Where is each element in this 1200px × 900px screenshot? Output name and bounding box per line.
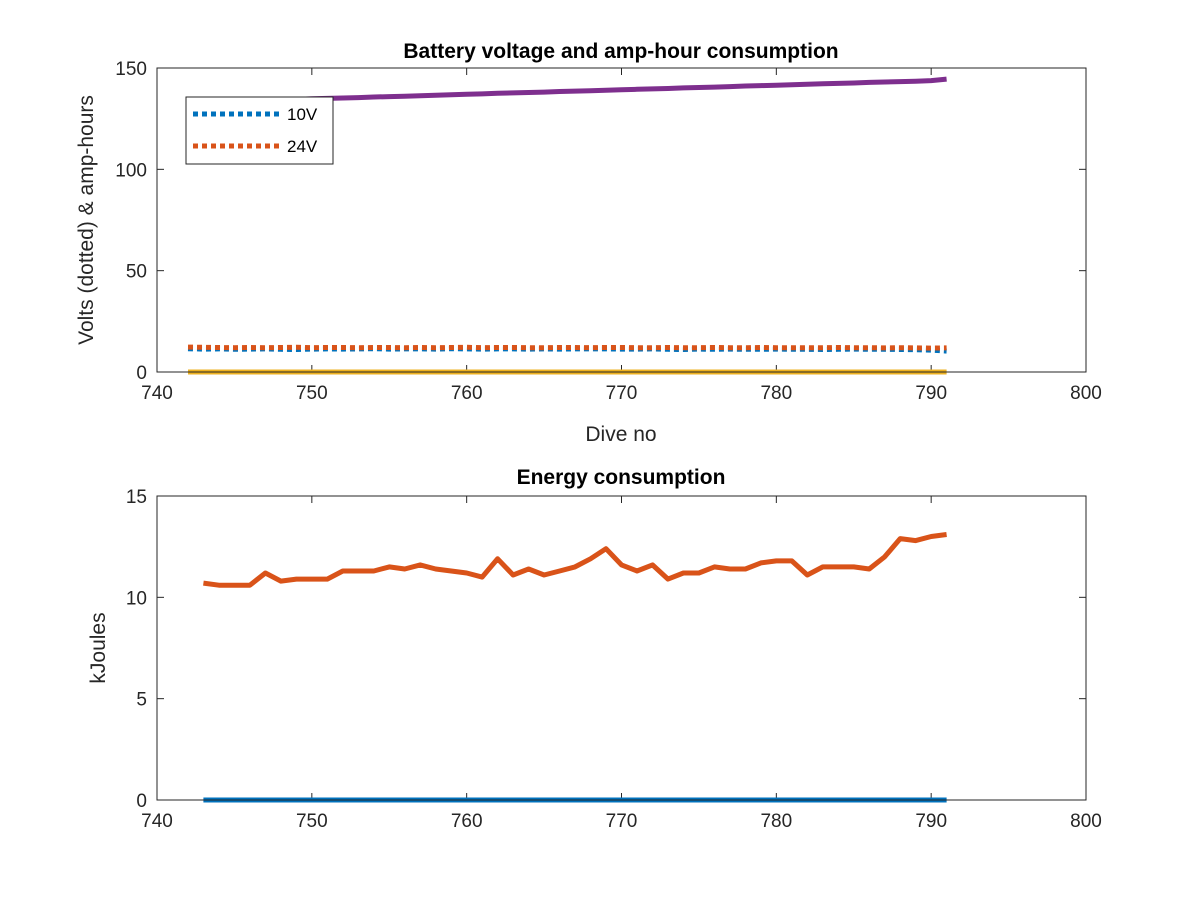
voltage-amp-hour-plot: Battery voltage and amp-hour consumption… bbox=[75, 40, 1102, 446]
plot1-axes-box bbox=[156, 67, 1087, 373]
energy-consumption-plot: Energy consumption kJoules 740 750 760 770 7… bbox=[87, 466, 1102, 832]
plot2-ytick-label: 0 bbox=[136, 791, 147, 812]
plot1-ytick-label: 100 bbox=[115, 160, 147, 181]
plot2-xtick-label: 740 bbox=[141, 811, 173, 832]
plot1-xtick-label: 760 bbox=[451, 383, 483, 404]
plot2-axes-box bbox=[156, 495, 1087, 801]
legend-10v-label: 10V bbox=[287, 105, 318, 124]
plot1-legend: 10V 24V bbox=[185, 96, 334, 165]
plot1-xtick-label: 740 bbox=[141, 383, 173, 404]
legend-box bbox=[185, 96, 334, 165]
plot2-ytick-label: 10 bbox=[126, 588, 147, 609]
plot2-xtick-label: 750 bbox=[296, 811, 328, 832]
plot1-ytick-label: 150 bbox=[115, 59, 147, 80]
plot2-xtick-label: 760 bbox=[451, 811, 483, 832]
plot1-xlabel: Dive no bbox=[585, 423, 656, 446]
plot1-xtick-label: 800 bbox=[1070, 383, 1102, 404]
plot2-title: Energy consumption bbox=[517, 466, 726, 489]
plot2-ytick-label: 5 bbox=[136, 690, 147, 711]
plot2-xtick-label: 800 bbox=[1070, 811, 1102, 832]
plot1-xtick-label: 750 bbox=[296, 383, 328, 404]
plot1-title: Battery voltage and amp-hour consumption bbox=[403, 40, 838, 63]
plot2-ticks: 740 750 760 770 780 790 800 0 5 10 15 bbox=[126, 487, 1102, 832]
plot1-xtick-label: 790 bbox=[915, 383, 947, 404]
legend-24v-label: 24V bbox=[287, 137, 318, 156]
plot1-ytick-label: 50 bbox=[126, 262, 147, 283]
plot1-xtick-label: 770 bbox=[606, 383, 638, 404]
plot2-series-1-line bbox=[203, 532, 947, 588]
plot2-ylabel: kJoules bbox=[87, 612, 110, 683]
series-24v-line bbox=[187, 344, 947, 351]
plot1-xtick-label: 780 bbox=[760, 383, 792, 404]
plot1-ticks: 740 750 760 770 780 790 800 0 50 100 150 bbox=[115, 59, 1102, 404]
plot1-ylabel: Volts (dotted) & amp-hours bbox=[75, 95, 98, 345]
plot2-xtick-label: 780 bbox=[760, 811, 792, 832]
plot2-ytick-label: 15 bbox=[126, 487, 147, 508]
plot2-xtick-label: 790 bbox=[915, 811, 947, 832]
plot2-xtick-label: 770 bbox=[606, 811, 638, 832]
plot1-ytick-label: 0 bbox=[136, 363, 147, 384]
